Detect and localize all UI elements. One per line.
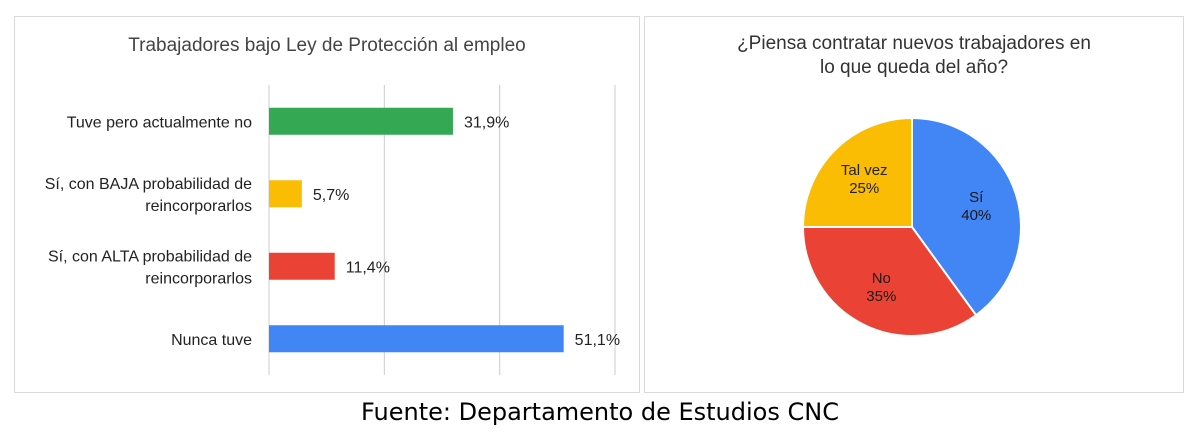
pie-slice-0	[911, 116, 1022, 317]
bar-1	[269, 180, 302, 208]
pie-slice-2	[801, 116, 913, 228]
pie-chart: ¿Piensa contratar nuevos trabajadores en…	[737, 33, 1091, 337]
bar-value-label-1: 5,7%	[313, 187, 349, 204]
bar-0	[269, 107, 453, 135]
bar-category-label-3: Nunca tuve	[171, 332, 252, 349]
bar-3	[269, 325, 564, 353]
source-caption: Fuente: Departamento de Estudios CNC	[361, 398, 839, 426]
bar-chart-title: Trabajadores bajo Ley de Protección al e…	[128, 35, 525, 56]
bar-category-label-0: Tuve pero actualmente no	[67, 114, 252, 131]
pie-slice-label-2: Tal vez 25%	[841, 162, 888, 197]
bar-value-label-2: 11,4%	[346, 259, 390, 276]
bar-category-label-1: Sí, con BAJA probabilidad de reincorporar…	[45, 176, 252, 215]
pie-chart-title: ¿Piensa contratar nuevos trabajadores en…	[737, 33, 1091, 78]
pie-chart-panel: ¿Piensa contratar nuevos trabajadores en…	[644, 16, 1184, 393]
pie-slice-label-1: No 35%	[866, 270, 896, 305]
bar-chart: Trabajadores bajo Ley de Protección al e…	[45, 35, 620, 375]
bar-value-label-3: 51,1%	[575, 332, 620, 349]
bar-value-label-0: 31,9%	[464, 114, 509, 131]
pie-slice-1	[801, 226, 978, 337]
bar-chart-panel: Trabajadores bajo Ley de Protección al e…	[14, 16, 640, 393]
bar-2	[269, 252, 335, 280]
bar-category-label-2: Sí, con ALTA probabilidad de reincorporar…	[48, 248, 252, 287]
pie-slice-label-0: Sí 40%	[961, 189, 991, 224]
